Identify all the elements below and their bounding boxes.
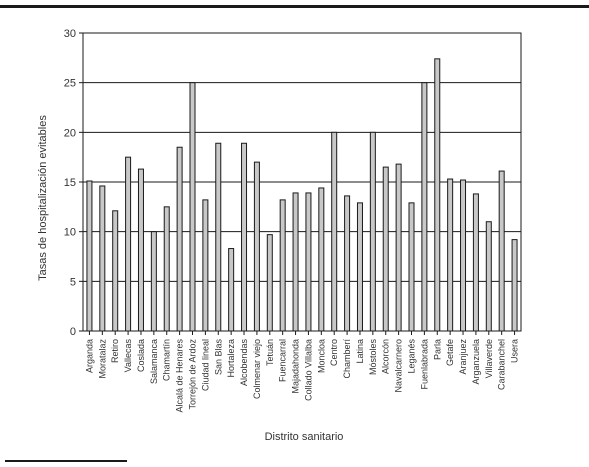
bar	[112, 210, 119, 332]
top-rule	[0, 5, 589, 8]
y-tick-label: 0	[70, 326, 76, 338]
bar	[137, 168, 144, 332]
bar	[305, 192, 312, 332]
x-tick-label: Coslada	[136, 339, 146, 372]
bar	[176, 146, 183, 332]
x-axis-title: Distrito sanitario	[265, 431, 344, 443]
x-tick-label: Hortaleza	[226, 339, 236, 378]
y-tick-label: 30	[64, 28, 76, 40]
x-tick-label: Tetuán	[265, 339, 275, 366]
x-tick-label: Alcorcón	[381, 339, 391, 374]
gridlines	[83, 32, 521, 282]
bottom-rule	[5, 460, 127, 462]
x-tick-label: Arganzuela	[471, 339, 481, 385]
bar	[382, 166, 389, 332]
bar	[292, 192, 299, 332]
y-tick-label: 20	[64, 127, 76, 139]
bar	[356, 202, 363, 332]
bar	[511, 239, 518, 332]
x-tick-label: Colmenar viejo	[252, 339, 262, 399]
x-tick-label: Vallecas	[123, 339, 133, 373]
x-tick-label: Getafe	[445, 339, 455, 366]
bar	[472, 193, 479, 332]
y-tick-label: 5	[70, 276, 76, 288]
x-tick-label: Ciudad lineal	[200, 339, 210, 391]
x-tick-label: Leganés	[407, 339, 417, 374]
y-tick-label: 15	[64, 177, 76, 189]
x-tick-label: Salamanca	[149, 339, 159, 384]
x-tick-label: San Blas	[213, 339, 223, 376]
x-tick-label: Fuencarral	[278, 339, 288, 382]
x-tick-label: Retiro	[110, 339, 120, 363]
x-tick-label: Carabanchel	[497, 339, 507, 390]
bar	[331, 131, 338, 332]
bar	[266, 234, 273, 332]
x-tick-label: Latina	[355, 339, 365, 364]
x-tick-label: Fuenlabrada	[419, 339, 429, 390]
bar	[447, 178, 454, 332]
x-tick-label: Aranjuez	[458, 339, 468, 375]
bar	[99, 185, 106, 332]
x-tick-label: Alcalá de Henares	[175, 339, 185, 413]
x-tick-label: Collado Villalba	[303, 339, 313, 401]
bar	[215, 142, 222, 332]
bar	[421, 82, 428, 332]
bar	[163, 206, 170, 332]
bar	[189, 82, 196, 332]
bar	[460, 179, 467, 332]
y-tick-labels: 0 5 10 15 20 25 30	[64, 28, 76, 338]
bar	[318, 187, 325, 332]
x-tick-label: Torrejón de Ardoz	[188, 339, 198, 410]
x-tick-label: Centro	[329, 339, 339, 366]
x-tick-label: Moratalaz	[97, 339, 107, 379]
axes	[79, 32, 522, 335]
x-tick-label: Chamartín	[162, 339, 172, 381]
bar	[279, 199, 286, 332]
x-tick-label: Villaverde	[484, 339, 494, 378]
bar	[86, 180, 93, 332]
x-tick-labels: Arganda Moratalaz Retiro Vallecas Coslada Sal…	[84, 339, 519, 413]
bar	[498, 170, 505, 332]
y-tick-label: 10	[64, 227, 76, 239]
bar	[344, 195, 351, 332]
x-tick-label: Alcobendas	[239, 339, 249, 387]
x-tick-label: Majadahonda	[291, 339, 301, 394]
bar	[369, 131, 376, 332]
bar	[228, 248, 235, 332]
y-tick-label: 25	[64, 78, 76, 90]
y-axis-title: Tasas de hospitalización evitables	[37, 115, 49, 281]
bar	[202, 199, 209, 332]
bar	[241, 142, 248, 332]
x-tick-label: Móstoles	[368, 339, 378, 376]
x-tick-label: Usera	[510, 339, 520, 363]
bar	[125, 156, 132, 332]
bars	[86, 58, 518, 332]
x-tick-label: Chamberí	[342, 339, 352, 379]
bar	[150, 231, 157, 332]
x-tick-label: Navalcarnero	[394, 339, 404, 393]
bar	[253, 161, 260, 332]
bar	[408, 202, 415, 332]
bar	[485, 221, 492, 332]
bar	[434, 58, 441, 332]
x-tick-label: Moncloa	[316, 339, 326, 373]
x-tick-label: Arganda	[84, 339, 94, 373]
plot-frame	[82, 32, 522, 332]
bar	[395, 163, 402, 332]
x-tick-label: Parla	[432, 339, 442, 360]
